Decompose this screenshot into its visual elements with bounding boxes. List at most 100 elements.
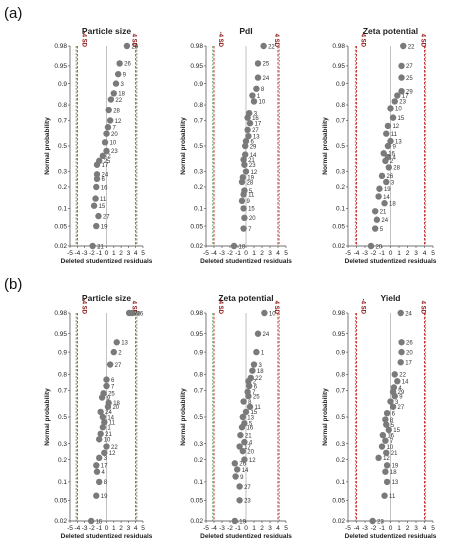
data-point-label: 2 <box>107 154 111 160</box>
data-point-label: 11 <box>389 494 396 500</box>
data-point <box>231 460 238 467</box>
data-point <box>232 473 239 480</box>
data-point-label: 25 <box>104 159 111 165</box>
x-tick-label: -2 <box>227 525 233 532</box>
data-point <box>105 106 112 114</box>
data-point-label: 24 <box>381 218 388 224</box>
data-point-label: 4 <box>392 155 396 161</box>
data-point-label: 19 <box>247 176 254 182</box>
y-tick-label: 0.02 <box>332 518 345 525</box>
y-tick-label: 0.98 <box>190 310 203 317</box>
data-point-label: 18 <box>113 401 120 407</box>
plot-title: PdI <box>239 26 252 36</box>
data-point <box>389 114 397 121</box>
data-point-label: 19 <box>392 464 399 470</box>
data-point-label: 20 <box>375 244 382 250</box>
x-tick-label: -4 <box>74 250 80 257</box>
data-point <box>383 409 391 417</box>
data-point <box>99 413 107 421</box>
x-tick-label: 5 <box>284 250 288 257</box>
data-point <box>384 153 392 161</box>
data-point-label: 9 <box>399 394 403 400</box>
data-point <box>241 420 248 427</box>
data-point-label: 28 <box>134 311 141 317</box>
data-point <box>373 216 381 223</box>
data-point-label: 21 <box>97 244 104 250</box>
data-point-label: 3 <box>395 400 399 406</box>
data-point-label: 27 <box>406 64 413 70</box>
data-point <box>103 130 110 137</box>
data-point-label: 7 <box>252 390 256 396</box>
data-point-label: 1 <box>107 426 111 432</box>
data-point-label: 24 <box>105 410 112 416</box>
data-point-label: 5 <box>391 423 395 429</box>
data-point <box>247 374 254 382</box>
data-point <box>237 431 244 439</box>
data-point-label: 18 <box>239 244 246 250</box>
data-point <box>90 202 98 209</box>
data-point-label: 25 <box>406 76 413 82</box>
x-tick-label: 3 <box>268 525 272 532</box>
y-tick-label: 0.1 <box>194 479 203 486</box>
data-point-label: 6 <box>111 378 115 384</box>
data-point-label: 22 <box>115 98 122 104</box>
data-point-label: 21 <box>245 433 252 439</box>
data-point-label: 12 <box>115 119 122 125</box>
x-tick-label: 0 <box>389 250 393 257</box>
data-point-label: 27 <box>252 128 259 134</box>
data-point-label: 25 <box>253 394 260 400</box>
data-point <box>381 200 388 207</box>
data-point <box>387 105 394 112</box>
data-point-label: 19 <box>384 187 391 193</box>
data-point <box>106 361 114 368</box>
data-point-label: 17 <box>255 122 262 128</box>
data-point <box>372 208 379 215</box>
data-point-label: 4 <box>102 470 106 476</box>
y-axis-label: Normal probability <box>180 388 187 446</box>
data-point <box>125 309 133 317</box>
y-tick-label: 0.95 <box>190 63 203 70</box>
data-point-label: 13 <box>395 139 402 145</box>
data-point <box>260 42 267 50</box>
data-point <box>241 187 248 194</box>
data-point-label: 15 <box>398 116 405 122</box>
sd-line-label: -4 SD <box>360 32 366 48</box>
data-point-label: 15 <box>99 204 106 210</box>
data-point-label: 6 <box>251 139 255 145</box>
data-point <box>236 443 243 450</box>
data-point-label: 25 <box>108 392 115 398</box>
data-point-label: 5 <box>249 189 253 195</box>
sd-line-label: -4 SD <box>80 299 86 315</box>
x-tick-label: 1 <box>252 525 256 532</box>
y-tick-label: 0.2 <box>194 184 203 191</box>
data-point-label: 25 <box>263 62 270 68</box>
x-axis-label: Deleted studentized residuals <box>61 533 153 540</box>
data-point-label: 26 <box>124 62 131 68</box>
y-tick-label: 0.9 <box>194 349 203 356</box>
data-point-label: 5 <box>380 227 384 233</box>
y-tick-label: 0.95 <box>54 331 67 338</box>
data-point <box>99 424 107 431</box>
data-point <box>378 172 386 180</box>
y-tick-label: 0.02 <box>332 243 345 250</box>
data-point <box>382 416 389 423</box>
x-tick-label: 3 <box>127 525 131 532</box>
y-tick-label: 0.7 <box>194 118 203 125</box>
y-tick-label: 0.98 <box>54 43 67 50</box>
y-tick-label: 0.3 <box>194 441 203 448</box>
y-tick-label: 0.8 <box>336 372 345 379</box>
data-point <box>103 147 110 155</box>
y-tick-label: 0.02 <box>54 243 67 250</box>
data-point <box>240 225 247 232</box>
data-point <box>104 124 112 131</box>
data-point-label: 1 <box>261 350 265 356</box>
data-point-label: 9 <box>240 475 244 481</box>
data-point-label: 15 <box>248 207 255 213</box>
data-point <box>93 468 101 475</box>
data-point <box>390 384 398 391</box>
data-point-label: 9 <box>123 72 127 78</box>
data-point <box>254 60 262 67</box>
y-tick-label: 0.1 <box>336 479 345 486</box>
data-point-label: 10 <box>104 438 111 444</box>
